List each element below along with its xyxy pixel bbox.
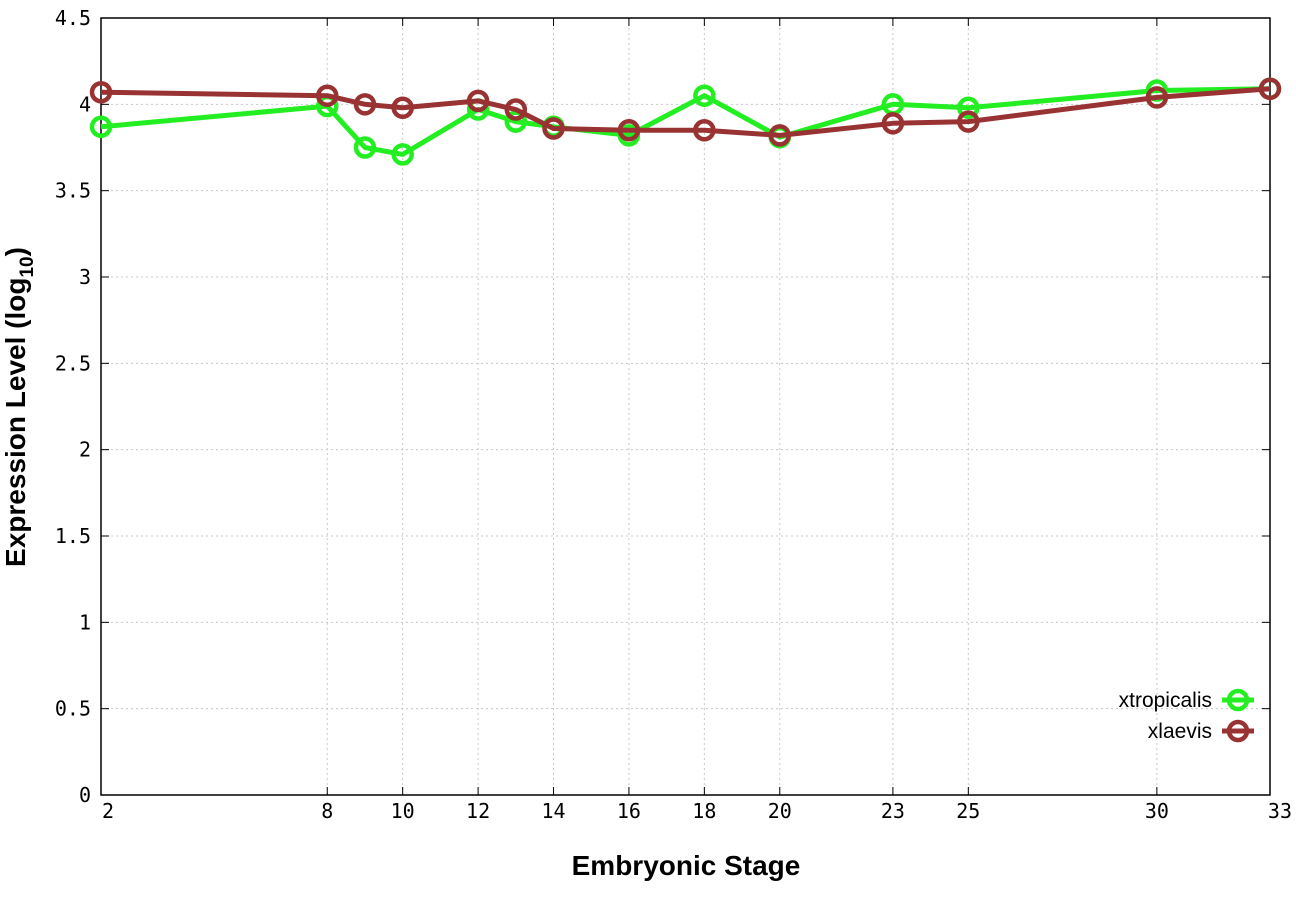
series-line-xtropicalis [100, 86, 1271, 157]
data-point-xlaevis [1258, 77, 1282, 101]
legend-label-xlaevis: xlaevis [1148, 720, 1212, 743]
legend-marker-xtropicalis [1226, 688, 1250, 712]
x-tick-label: 14 [541, 799, 565, 823]
data-point-xlaevis [391, 96, 414, 120]
y-axis-title-main: Expression Level (log [0, 278, 31, 567]
y-tick-label: 0 [79, 783, 91, 807]
data-point-xlaevis [504, 98, 528, 121]
data-point-xlaevis [693, 118, 716, 142]
x-tick-label: 16 [617, 799, 641, 823]
y-axis-title: Expression Level (log10) [0, 247, 38, 567]
x-tick-label: 33 [1268, 799, 1292, 823]
data-point-xlaevis [1145, 86, 1169, 109]
data-point-xlaevis [89, 80, 113, 104]
legend-marker-xlaevis [1226, 719, 1250, 743]
data-point-xtropicalis [391, 143, 414, 166]
data-point-xtropicalis [89, 115, 113, 139]
y-axis-title-subscript: 10 [17, 256, 38, 277]
y-axis-title-close: ) [0, 247, 31, 256]
x-tick-label: 10 [391, 799, 415, 823]
data-point-xlaevis [316, 84, 339, 107]
legend-label-xtropicalis: xtropicalis [1119, 689, 1212, 712]
y-tick-label: 0.5 [55, 697, 91, 721]
x-tick-label: 12 [466, 799, 490, 823]
y-tick-label: 3.5 [55, 179, 91, 203]
y-tick-label: 4 [79, 92, 91, 116]
y-tick-label: 2.5 [55, 351, 91, 375]
data-point-xlaevis [881, 112, 905, 135]
y-tick-label: 1 [79, 610, 91, 634]
data-point-xtropicalis [504, 110, 528, 133]
data-point-xlaevis [542, 117, 565, 140]
x-axis-title: Embryonic Stage [572, 850, 801, 881]
y-tick-label: 2 [79, 438, 91, 462]
x-tick-label: 2 [102, 799, 114, 823]
x-tick-label: 18 [692, 799, 716, 823]
y-tick-label: 3 [79, 265, 91, 289]
data-point-xlaevis [466, 89, 490, 113]
data-point-xlaevis [768, 124, 792, 147]
series-layer [89, 77, 1282, 166]
ticks-layer: 0 0.5 1 1.5 2 2.5 3 3.5 4 4.5 2 8 10 12 14 16 18 20 23 25 30… [55, 6, 1292, 823]
legend: xtropicalis xlaevis [1119, 688, 1254, 743]
y-tick-label: 1.5 [55, 524, 91, 548]
data-point-xlaevis [353, 93, 377, 116]
x-tick-label: 20 [768, 799, 792, 823]
legend-entry-xlaevis: xlaevis [1148, 719, 1254, 743]
series-line-xlaevis [100, 86, 1271, 138]
x-tick-label: 25 [956, 799, 980, 823]
data-point-xlaevis [957, 110, 980, 133]
y-tick-label: 4.5 [55, 6, 91, 30]
data-point-xtropicalis [693, 84, 716, 107]
legend-entry-xtropicalis: xtropicalis [1119, 688, 1254, 712]
grid-layer [101, 18, 1270, 795]
x-tick-label: 8 [321, 799, 333, 823]
x-tick-label: 23 [881, 799, 905, 823]
data-point-xtropicalis [957, 96, 980, 120]
data-point-xlaevis [617, 118, 641, 142]
x-tick-label: 30 [1145, 799, 1169, 823]
data-point-xtropicalis [353, 136, 377, 159]
plot-frame [100, 17, 1271, 796]
